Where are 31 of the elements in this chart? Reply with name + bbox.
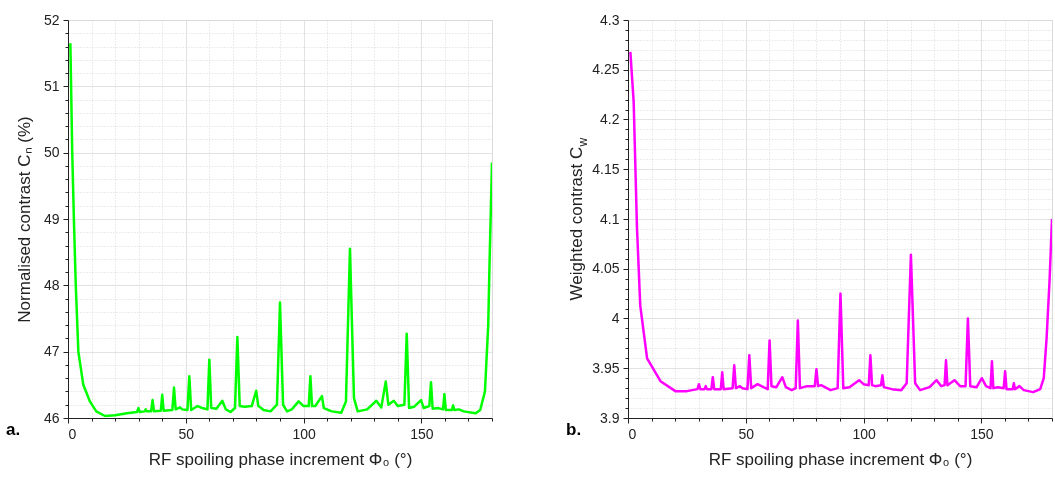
x-tick-label: 150 bbox=[410, 425, 434, 442]
y-tick-label: 4.05 bbox=[592, 260, 620, 277]
y-tick-label: 4 bbox=[611, 310, 620, 326]
x-tick-label: 50 bbox=[738, 425, 755, 442]
y-tick-label: 48 bbox=[43, 276, 60, 293]
y-tick-label: 4.1 bbox=[600, 210, 620, 227]
x-tick-label: 100 bbox=[852, 425, 876, 442]
x-axis-title: RF spoiling phase increment Φ₀ (°) bbox=[708, 449, 973, 469]
y-tick-label: 3.9 bbox=[600, 409, 620, 426]
y-axis-title: Weighted contrast Cw bbox=[567, 137, 590, 301]
y-tick-label: 4.25 bbox=[592, 61, 620, 78]
y-tick-label: 4.15 bbox=[592, 160, 620, 177]
y-tick-label: 51 bbox=[43, 77, 60, 94]
text: b. bbox=[566, 420, 582, 439]
text: a. bbox=[6, 420, 21, 439]
x-tick-label: 150 bbox=[970, 425, 994, 442]
line-series bbox=[629, 50, 1052, 394]
x-tick-label: 0 bbox=[628, 425, 637, 442]
y-tick-label: 49 bbox=[43, 210, 60, 227]
x-tick-label: 0 bbox=[68, 425, 77, 442]
x-axis-title: RF spoiling phase increment Φ₀ (°) bbox=[148, 449, 413, 469]
x-tick-label: 50 bbox=[178, 425, 195, 442]
y-tick-label: 4.3 bbox=[600, 11, 620, 28]
y-tick-label: 3.95 bbox=[592, 359, 620, 376]
y-tick-label: 4.2 bbox=[600, 111, 620, 127]
y-tick-label: 50 bbox=[43, 144, 60, 161]
y-tick-label: 47 bbox=[43, 343, 60, 360]
x-tick-label: 100 bbox=[292, 425, 316, 442]
y-axis-title: Normalised contrast Cₙ (%) bbox=[14, 116, 34, 323]
y-tick-label: 52 bbox=[43, 11, 60, 28]
y-tick-label: 46 bbox=[43, 409, 60, 426]
